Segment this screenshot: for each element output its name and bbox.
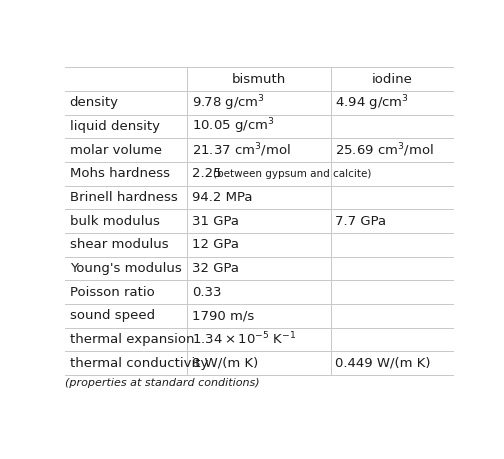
Text: 12 GPa: 12 GPa xyxy=(192,238,239,252)
Text: density: density xyxy=(70,96,118,109)
Text: bulk modulus: bulk modulus xyxy=(70,215,159,228)
Text: 0.33: 0.33 xyxy=(192,285,221,299)
Text: 7.7 GPa: 7.7 GPa xyxy=(335,215,387,228)
Text: shear modulus: shear modulus xyxy=(70,238,168,252)
Text: liquid density: liquid density xyxy=(70,120,160,133)
Text: iodine: iodine xyxy=(371,73,412,86)
Text: molar volume: molar volume xyxy=(70,144,162,157)
Text: 1790 m/s: 1790 m/s xyxy=(192,309,254,322)
Text: (between gypsum and calcite): (between gypsum and calcite) xyxy=(213,169,371,179)
Text: (properties at standard conditions): (properties at standard conditions) xyxy=(65,379,260,388)
Text: 31 GPa: 31 GPa xyxy=(192,215,239,228)
Text: 2.25: 2.25 xyxy=(192,168,221,180)
Text: thermal expansion: thermal expansion xyxy=(70,333,194,346)
Text: 10.05 g/cm$^3$: 10.05 g/cm$^3$ xyxy=(192,117,274,136)
Text: 21.37 cm$^3$/mol: 21.37 cm$^3$/mol xyxy=(192,141,290,159)
Text: $1.34\times10^{-5}$ K$^{-1}$: $1.34\times10^{-5}$ K$^{-1}$ xyxy=(192,331,296,348)
Text: 32 GPa: 32 GPa xyxy=(192,262,239,275)
Text: 4.94 g/cm$^3$: 4.94 g/cm$^3$ xyxy=(335,93,409,113)
Text: 25.69 cm$^3$/mol: 25.69 cm$^3$/mol xyxy=(335,141,434,159)
Text: bismuth: bismuth xyxy=(232,73,286,86)
Text: Poisson ratio: Poisson ratio xyxy=(70,285,154,299)
Text: Mohs hardness: Mohs hardness xyxy=(70,168,170,180)
Text: 8 W/(m K): 8 W/(m K) xyxy=(192,357,258,369)
Text: 94.2 MPa: 94.2 MPa xyxy=(192,191,253,204)
Text: Brinell hardness: Brinell hardness xyxy=(70,191,177,204)
Text: sound speed: sound speed xyxy=(70,309,155,322)
Text: 0.449 W/(m K): 0.449 W/(m K) xyxy=(335,357,431,369)
Text: thermal conductivity: thermal conductivity xyxy=(70,357,208,369)
Text: 9.78 g/cm$^3$: 9.78 g/cm$^3$ xyxy=(192,93,265,113)
Text: Young's modulus: Young's modulus xyxy=(70,262,181,275)
